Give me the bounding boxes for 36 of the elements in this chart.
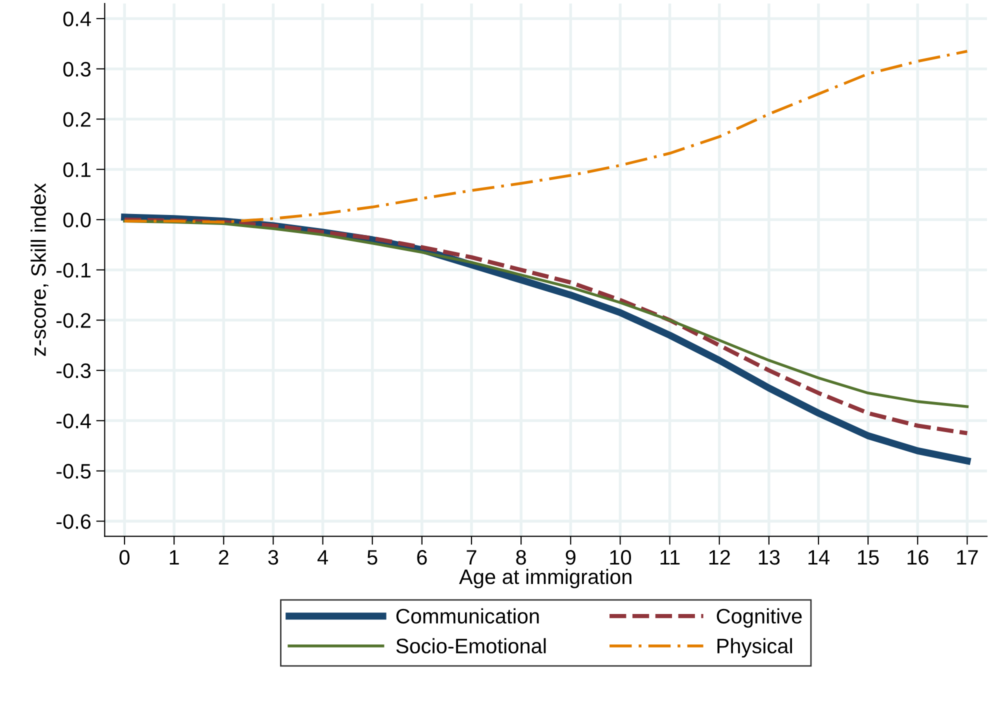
y-tick-label: 0.2	[63, 112, 90, 127]
x-tick-label: 9	[566, 550, 576, 565]
x-tick-label: 10	[610, 550, 631, 565]
x-tick-label: 4	[317, 550, 328, 565]
y-tick-label: -0.4	[56, 414, 91, 428]
y-tick-label: -0.1	[56, 262, 90, 278]
x-tick-label: 17	[957, 550, 978, 565]
x-axis-title: Age at immigration	[459, 568, 632, 588]
x-tick-label: 14	[808, 550, 830, 565]
line-series	[123, 50, 969, 224]
x-tick-label: 8	[516, 550, 526, 565]
legend-label: Communication	[396, 608, 539, 624]
y-tick-label: 0.1	[63, 162, 90, 178]
x-tick-label: 2	[218, 550, 228, 565]
x-tick-label: 13	[758, 550, 780, 565]
x-tick-label: 3	[268, 550, 278, 565]
y-tick-label: 0.4	[63, 12, 91, 26]
legend-label: Socio-Emotional	[396, 638, 546, 654]
y-tick-label: -0.6	[56, 514, 91, 529]
x-tick-label: 16	[908, 550, 928, 565]
y-tick-label: 0.0	[63, 212, 91, 228]
y-tick-label: -0.3	[56, 363, 91, 378]
x-tick-label: 7	[466, 550, 476, 565]
x-tick-label: 0	[120, 550, 130, 565]
x-tick-label: 12	[709, 550, 730, 565]
legend-label: Physical	[717, 638, 792, 658]
x-tick-label: 5	[367, 550, 378, 565]
x-tick-label: 11	[660, 550, 680, 565]
y-axis-title: z-score, Skill index	[30, 183, 48, 356]
legend-label: Cognitive	[716, 608, 802, 628]
y-tick-label: -0.5	[56, 464, 91, 479]
x-tick-label: 1	[170, 550, 179, 565]
y-tick-label: 0.3	[63, 62, 91, 77]
y-tick-label: -0.2	[56, 313, 90, 328]
x-tick-label: 15	[858, 550, 879, 565]
x-tick-label: 6	[417, 550, 427, 565]
